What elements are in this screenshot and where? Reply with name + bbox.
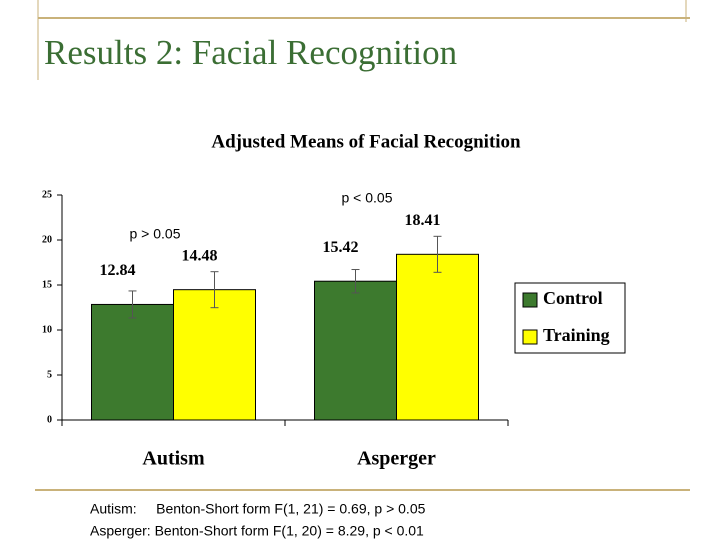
annotation: p > 0.05 <box>130 226 181 242</box>
error-bar <box>210 271 219 309</box>
x-tick-label: Autism <box>142 448 205 470</box>
data-label: 12.84 <box>100 262 136 279</box>
legend-swatch <box>522 329 538 345</box>
bar <box>396 253 479 421</box>
y-tick-label: 25 <box>42 189 52 200</box>
error-bar <box>433 235 442 273</box>
bar <box>173 289 256 421</box>
legend-label: Training <box>543 325 610 345</box>
data-label: 14.48 <box>182 247 218 264</box>
footnote: Asperger: Benton-Short form F(1, 20) = 8… <box>90 523 424 539</box>
bar <box>91 303 174 421</box>
y-tick-label: 20 <box>42 234 52 245</box>
y-tick-label: 5 <box>47 369 52 380</box>
y-tick-label: 15 <box>42 279 52 290</box>
legend-swatch <box>522 292 538 308</box>
legend-label: Control <box>543 288 603 308</box>
slide-title: Results 2: Facial Recognition <box>44 33 457 72</box>
y-tick-label: 10 <box>42 324 52 335</box>
footnote: Autism: Benton-Short form F(1, 21) = 0.6… <box>90 501 426 517</box>
data-label: 15.42 <box>323 239 359 256</box>
error-bar <box>128 290 137 319</box>
annotation: p < 0.05 <box>342 190 393 206</box>
bar <box>314 280 397 421</box>
data-label: 18.41 <box>405 212 441 229</box>
chart-title: Adjusted Means of Facial Recognition <box>211 131 521 152</box>
x-tick-label: Asperger <box>357 448 436 470</box>
error-bar <box>351 269 360 294</box>
y-tick-label: 0 <box>47 414 52 425</box>
